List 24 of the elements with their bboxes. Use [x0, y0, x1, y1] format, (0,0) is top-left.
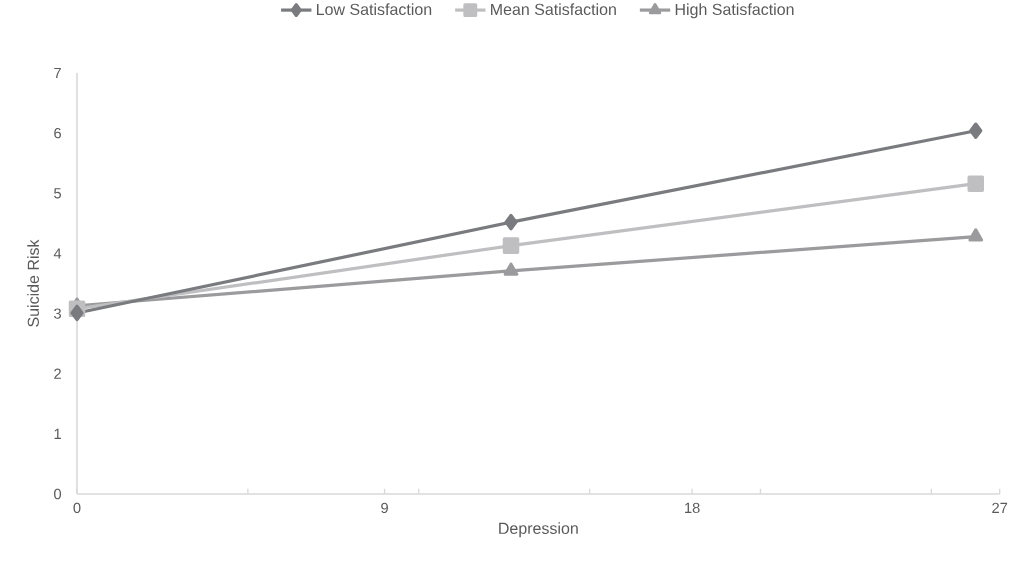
y-tick-label: 2 — [54, 368, 61, 379]
point — [502, 237, 520, 254]
point — [967, 175, 985, 192]
point — [969, 122, 983, 140]
legend-label: High Satisfaction — [675, 3, 794, 19]
y-tick-label: 7 — [54, 67, 61, 79]
x-tick-label: 27 — [992, 502, 1008, 513]
legend-label: Low Satisfaction — [317, 3, 432, 16]
x-axis-title: Depression — [499, 522, 578, 538]
y-tick-label: 5 — [54, 188, 61, 199]
point — [968, 228, 984, 242]
point — [504, 213, 518, 231]
legend-label: Mean Satisfaction — [491, 3, 616, 16]
y-tick-label: 4 — [53, 248, 62, 259]
x-tick-label: 9 — [381, 502, 388, 514]
y-tick-label: 3 — [54, 308, 61, 319]
y-tick-label: 6 — [54, 127, 61, 139]
y-axis-title: Suicide Risk — [27, 239, 39, 327]
point — [70, 304, 84, 322]
x-tick-label: 0 — [73, 502, 81, 514]
y-tick-label: 0 — [54, 488, 62, 500]
x-tick-label: 18 — [685, 502, 700, 514]
point — [503, 262, 519, 276]
y-tick-label: 1 — [54, 428, 61, 439]
